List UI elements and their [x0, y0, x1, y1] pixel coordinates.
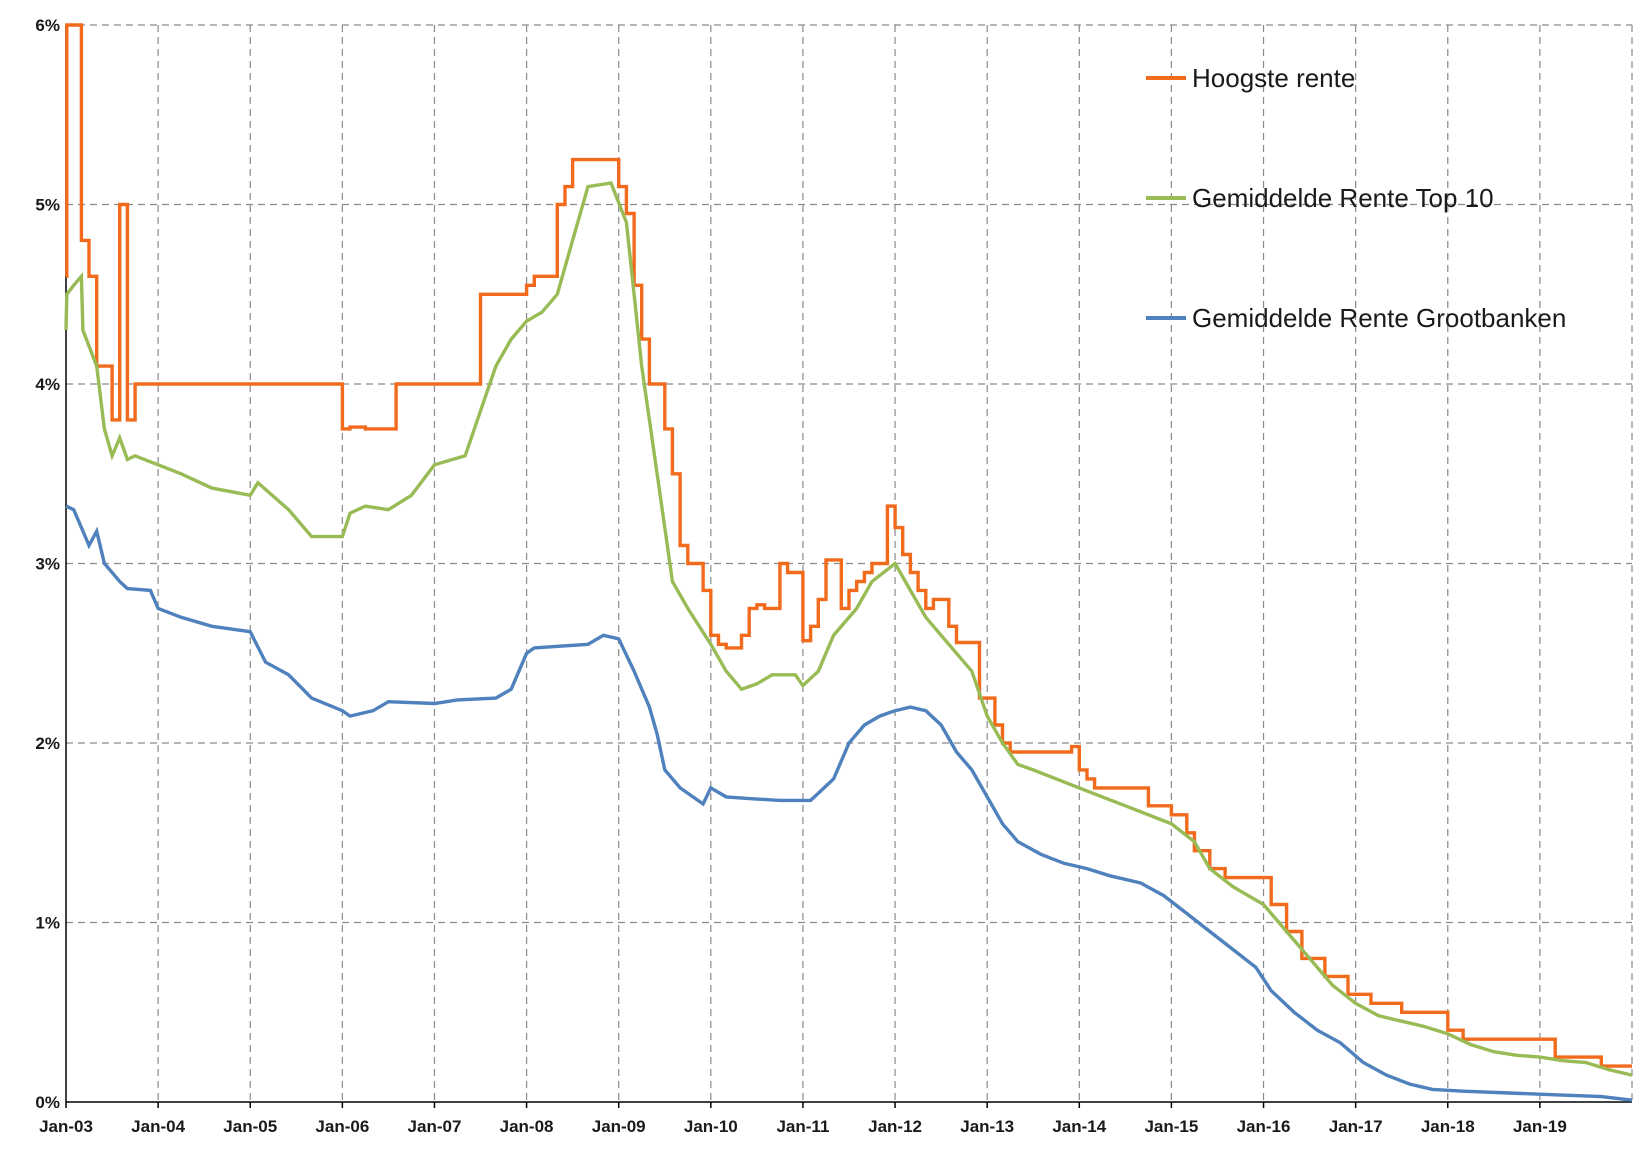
x-tick-label: Jan-10: [684, 1117, 738, 1136]
y-tick-label: 5%: [35, 196, 60, 215]
legend-label: Gemiddelde Rente Top 10: [1192, 183, 1494, 213]
y-axis-tick-labels: 0% 1% 2% 3% 4% 5% 6%: [35, 16, 60, 1112]
y-tick-label: 2%: [35, 734, 60, 753]
legend-label: Gemiddelde Rente Grootbanken: [1192, 303, 1566, 333]
y-tick-label: 1%: [35, 914, 60, 933]
series-line-3: [65, 504, 1633, 1102]
x-tick-label: Jan-06: [315, 1117, 369, 1136]
x-tick-label: Jan-14: [1052, 1117, 1106, 1136]
series-line-1: [65, 23, 1632, 1068]
series-line-2: [64, 181, 1633, 1077]
x-tick-label: Jan-08: [500, 1117, 554, 1136]
x-tick-label: Jan-11: [776, 1117, 829, 1136]
y-tick-label: 0%: [35, 1093, 60, 1112]
x-tick-label: Jan-04: [131, 1117, 185, 1136]
x-axis-tick-labels: Jan-03 Jan-04 Jan-05 Jan-06 Jan-07 Jan-08 Jan-…: [39, 1117, 1567, 1136]
y-tick-label: 6%: [35, 16, 60, 35]
x-tick-label: Jan-12: [868, 1117, 922, 1136]
y-tick-label: 4%: [35, 375, 60, 394]
x-tick-label: Jan-19: [1513, 1117, 1567, 1136]
series-lines: [64, 23, 1633, 1102]
y-tick-label: 3%: [35, 555, 60, 574]
legend-label: Hoogste rente: [1192, 63, 1355, 93]
x-tick-label: Jan-15: [1144, 1117, 1198, 1136]
legend: Hoogste rente Gemiddelde Rente Top 10 Gemi…: [1146, 63, 1566, 333]
x-tick-label: Jan-16: [1237, 1117, 1291, 1136]
x-tick-label: Jan-09: [592, 1117, 646, 1136]
x-tick-label: Jan-07: [408, 1117, 462, 1136]
x-tick-label: Jan-17: [1329, 1117, 1383, 1136]
x-tick-label: Jan-03: [39, 1117, 93, 1136]
x-tick-label: Jan-18: [1421, 1117, 1475, 1136]
x-tick-label: Jan-05: [223, 1117, 277, 1136]
x-tick-label: Jan-13: [960, 1117, 1014, 1136]
